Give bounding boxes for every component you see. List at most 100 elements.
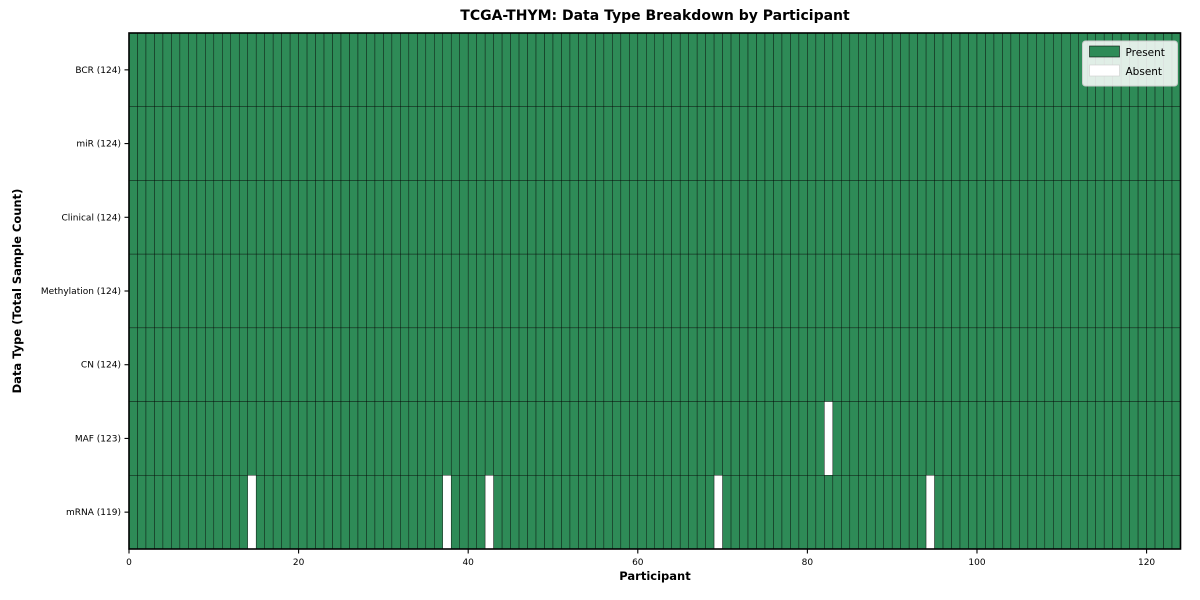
matrix-cell	[247, 106, 257, 181]
matrix-cell	[739, 401, 749, 476]
matrix-cell	[925, 401, 935, 476]
matrix-cell	[188, 327, 198, 402]
matrix-cell	[501, 327, 511, 402]
matrix-cell	[145, 253, 155, 329]
matrix-cell	[730, 401, 740, 476]
matrix-cell	[925, 253, 935, 329]
matrix-cell	[942, 401, 952, 476]
matrix-cell	[569, 106, 579, 181]
matrix-cell	[1146, 327, 1156, 402]
matrix-cell	[722, 180, 732, 255]
matrix-cell	[739, 32, 749, 107]
matrix-cell	[764, 106, 774, 181]
matrix-cell	[1027, 327, 1037, 402]
matrix-cell	[883, 327, 893, 402]
matrix-cell	[1078, 475, 1088, 550]
matrix-cell	[510, 475, 520, 550]
matrix-cell	[629, 401, 639, 476]
matrix-cell	[891, 106, 901, 181]
matrix-cell	[171, 106, 181, 181]
matrix-cell	[569, 327, 579, 402]
matrix-cell	[162, 401, 172, 476]
matrix-cell	[535, 253, 545, 329]
matrix-cell	[662, 253, 672, 329]
matrix-cell	[934, 327, 944, 402]
matrix-cell	[917, 475, 927, 550]
matrix-cell	[264, 475, 274, 550]
matrix-cell	[1120, 475, 1130, 550]
matrix-cell	[603, 180, 613, 255]
matrix-cell	[807, 401, 817, 476]
matrix-cell	[815, 475, 825, 550]
matrix-cell	[646, 106, 656, 181]
matrix-cell	[790, 475, 800, 550]
matrix-cell	[968, 106, 978, 181]
matrix-cell	[1002, 180, 1012, 255]
matrix-cell	[272, 253, 282, 329]
matrix-cell	[154, 253, 164, 329]
matrix-cell	[154, 32, 164, 107]
matrix-cell	[425, 32, 435, 107]
matrix-cell	[739, 253, 749, 329]
matrix-cell	[985, 180, 995, 255]
matrix-cell	[561, 253, 571, 329]
matrix-cell	[722, 106, 732, 181]
matrix-cell	[1112, 180, 1122, 255]
matrix-cell	[205, 106, 215, 181]
matrix-cell	[1137, 401, 1147, 476]
matrix-cell	[688, 32, 698, 107]
matrix-cell	[527, 180, 537, 255]
matrix-cell	[255, 401, 265, 476]
matrix-cell	[900, 180, 910, 255]
matrix-cell	[298, 253, 308, 329]
matrix-cell	[781, 327, 791, 402]
matrix-cell	[162, 180, 172, 255]
matrix-cell	[866, 327, 876, 402]
matrix-cell	[196, 475, 206, 550]
matrix-cell	[841, 253, 851, 329]
matrix-cell	[1070, 106, 1079, 181]
matrix-cell	[1154, 180, 1164, 255]
matrix-cell	[713, 401, 723, 476]
matrix-cell	[450, 180, 460, 255]
matrix-cell	[450, 401, 460, 476]
matrix-cell	[798, 327, 808, 402]
matrix-cell	[459, 180, 469, 255]
matrix-cell	[1103, 475, 1113, 550]
matrix-cell	[764, 401, 774, 476]
matrix-cell	[340, 106, 350, 181]
matrix-cell	[493, 401, 503, 476]
matrix-cell	[230, 475, 240, 550]
matrix-cell	[289, 401, 299, 476]
matrix-cell	[662, 106, 672, 181]
matrix-cell	[510, 253, 520, 329]
matrix-cell	[374, 475, 384, 550]
matrix-cell	[1010, 401, 1020, 476]
matrix-cell	[476, 401, 486, 476]
matrix-cell	[849, 327, 859, 402]
matrix-cell	[484, 32, 494, 107]
matrix-cell	[349, 106, 359, 181]
matrix-cell	[179, 401, 189, 476]
matrix-cell	[1053, 106, 1063, 181]
matrix-cell	[1019, 401, 1029, 476]
matrix-cell	[1163, 327, 1173, 402]
matrix-cell	[985, 475, 995, 550]
matrix-cell	[841, 32, 851, 107]
matrix-cell	[1171, 180, 1181, 255]
matrix-cell	[603, 327, 613, 402]
matrix-cell	[544, 180, 554, 255]
matrix-cell	[1070, 401, 1079, 476]
matrix-cell	[366, 475, 376, 550]
matrix-cell	[942, 475, 952, 550]
x-tick-label: 60	[632, 558, 644, 568]
matrix-cell	[179, 32, 189, 107]
matrix-cell	[518, 253, 528, 329]
matrix-cell	[849, 106, 859, 181]
matrix-cell	[586, 106, 596, 181]
matrix-cell	[917, 32, 927, 107]
matrix-cell	[713, 475, 723, 550]
matrix-cell	[603, 32, 613, 107]
matrix-cell	[968, 180, 978, 255]
matrix-cell	[874, 32, 884, 107]
